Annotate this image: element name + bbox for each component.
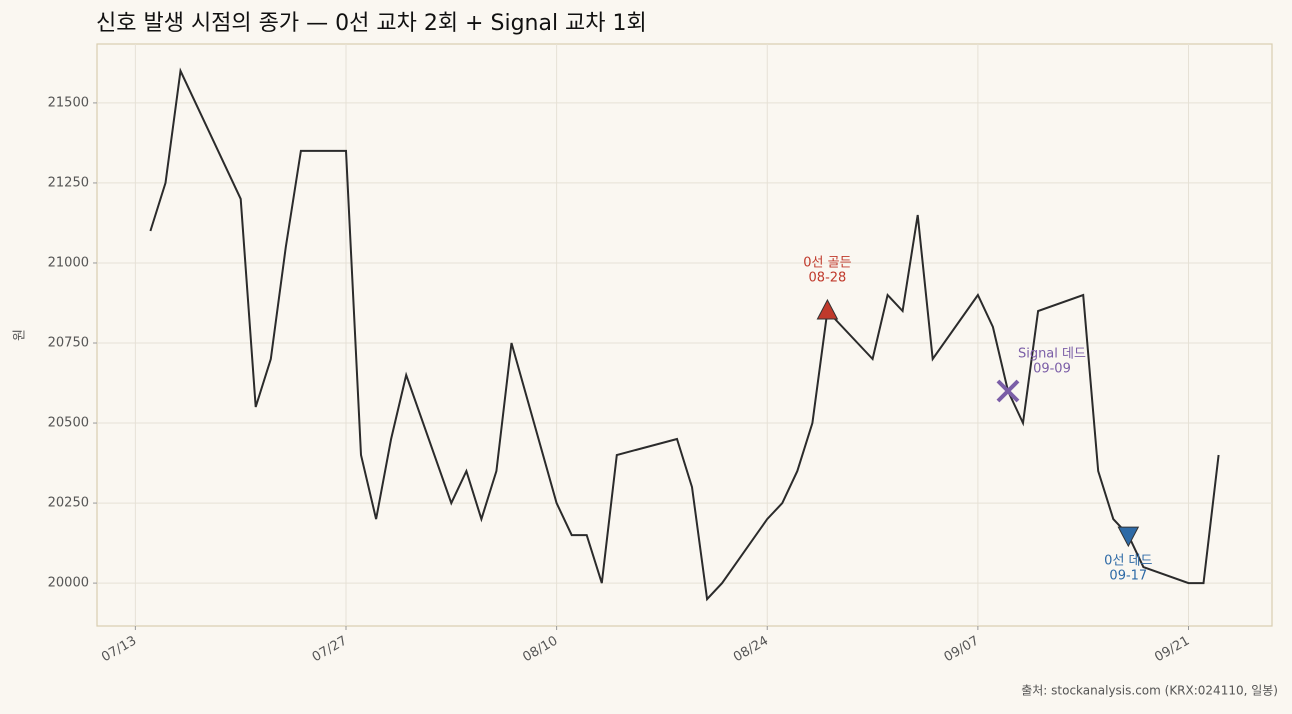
source-note: 출처: stockanalysis.com (KRX:024110, 일봉) (1021, 684, 1278, 698)
annotation-label: Signal 데드 (1018, 347, 1086, 362)
annotation-date: 09-09 (1033, 362, 1071, 377)
x-tick-label: 07/13 (99, 634, 139, 666)
signal-marker (996, 379, 1020, 403)
price-line (149, 67, 1220, 602)
signal-marker (816, 298, 839, 320)
y-tick-label: 20250 (48, 496, 89, 511)
signal-marker (1117, 526, 1140, 548)
y-axis-label: 원 (13, 329, 28, 341)
annotation-date: 09-17 (1109, 569, 1147, 584)
y-tick-label: 21250 (48, 175, 89, 190)
annotation-date: 08-28 (809, 270, 847, 285)
plot-area (96, 43, 1273, 627)
y-tick-label: 21000 (48, 255, 89, 270)
y-tick-label: 20750 (48, 336, 89, 351)
x-tick-label: 09/07 (942, 634, 982, 666)
annotation-label: 0선 골든 (803, 255, 851, 270)
y-tick-label: 21500 (48, 95, 89, 110)
x-tick-label: 09/21 (1152, 634, 1192, 666)
chart-title: 신호 발생 시점의 종가 — 0선 교차 2회 + Signal 교차 1회 (96, 11, 647, 36)
annotation-label: 0선 데드 (1104, 554, 1152, 569)
x-tick-label: 08/24 (731, 634, 771, 666)
y-tick-label: 20500 (48, 416, 89, 431)
x-tick-label: 08/10 (520, 634, 560, 666)
y-tick-label: 20000 (48, 576, 89, 591)
x-tick-label: 07/27 (310, 634, 350, 666)
